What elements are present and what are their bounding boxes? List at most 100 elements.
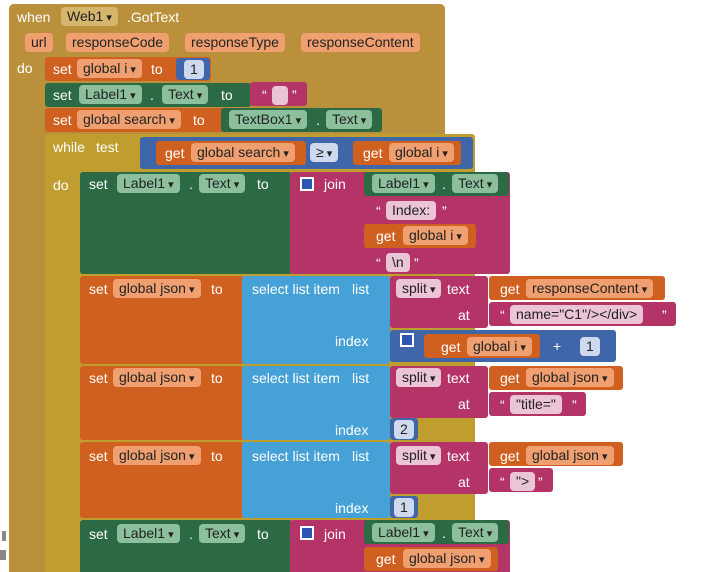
set-keyword: set [53, 61, 72, 77]
clipped-edge-fragment [0, 550, 6, 560]
component-dropdown-label1[interactable]: Label1 [117, 524, 180, 543]
set-keyword: set [89, 448, 108, 464]
var-dropdown-global-search[interactable]: global search [77, 110, 181, 129]
set-label1-text-block-join-2[interactable] [80, 520, 292, 572]
get-keyword: get [165, 145, 185, 161]
select-list-item-label: select list item [252, 370, 340, 386]
text-value-newline[interactable]: \n [386, 253, 410, 272]
get-keyword: get [441, 339, 461, 355]
text-value-title[interactable]: "title=" [510, 395, 562, 414]
to-keyword: to [257, 176, 269, 192]
while-keyword: while [53, 139, 85, 155]
to-keyword: to [221, 87, 233, 103]
var-dropdown-responsecontent[interactable]: responseContent [526, 279, 654, 298]
list-keyword: list [352, 448, 370, 464]
set-keyword: set [53, 112, 72, 128]
close-quote: ” [538, 474, 543, 490]
close-quote: ” [292, 87, 297, 103]
get-keyword: get [363, 145, 383, 161]
component-dropdown-label1[interactable]: Label1 [372, 174, 435, 193]
set-keyword: set [89, 281, 108, 297]
open-quote: “ [500, 474, 505, 490]
plus-operator: + [553, 338, 562, 354]
property-dropdown-text[interactable]: Text [162, 85, 209, 104]
var-dropdown-global-search[interactable]: global search [191, 143, 295, 162]
select-list-item-block-2[interactable] [242, 366, 390, 440]
dot-separator: . [189, 526, 193, 542]
open-quote: “ [500, 307, 505, 323]
text-value-split1[interactable]: name="C1"/></div> [510, 305, 644, 324]
param-responsetype[interactable]: responseType [185, 33, 285, 52]
dot-separator: . [442, 525, 446, 541]
component-dropdown-label1[interactable]: Label1 [372, 523, 435, 542]
compare-operator-dropdown[interactable]: ≥ [310, 143, 339, 162]
join-keyword: join [324, 176, 346, 192]
component-dropdown-label1[interactable]: Label1 [79, 85, 142, 104]
var-dropdown-global-json[interactable]: global json [113, 446, 201, 465]
select-list-item-block-1[interactable] [242, 276, 390, 364]
set-keyword: set [53, 87, 72, 103]
split-dropdown[interactable]: split [396, 279, 442, 298]
select-list-item-label: select list item [252, 281, 340, 297]
var-dropdown-global-json[interactable]: global json [113, 368, 201, 387]
to-keyword: to [211, 370, 223, 386]
to-keyword: to [151, 61, 163, 77]
var-dropdown-global-i[interactable]: global i [389, 143, 454, 162]
dot-separator: . [316, 112, 320, 128]
to-keyword: to [211, 448, 223, 464]
while-do-keyword: do [53, 177, 69, 193]
index-keyword: index [335, 500, 369, 516]
number-value-1[interactable]: 1 [184, 60, 204, 79]
set-label1-text-block-join[interactable] [80, 172, 292, 274]
to-keyword: to [193, 112, 205, 128]
property-dropdown-text[interactable]: Text [199, 174, 246, 193]
select-list-item-block-3[interactable] [242, 442, 390, 518]
text-keyword: text [447, 370, 470, 386]
get-keyword: get [376, 551, 396, 567]
do-keyword: do [17, 60, 33, 76]
get-keyword: get [376, 228, 396, 244]
set-keyword: set [89, 176, 108, 192]
var-dropdown-global-i[interactable]: global i [467, 337, 532, 356]
text-value-gt[interactable]: "> [510, 472, 536, 491]
var-dropdown-global-json[interactable]: global json [526, 368, 614, 387]
var-dropdown-global-json[interactable]: global json [526, 446, 614, 465]
at-keyword: at [458, 307, 470, 323]
get-keyword: get [500, 448, 520, 464]
param-responsecode[interactable]: responseCode [66, 33, 170, 52]
text-value-index-label[interactable]: Index: [386, 201, 437, 220]
number-value-1[interactable]: 1 [580, 337, 600, 356]
number-value-2[interactable]: 2 [394, 420, 414, 439]
var-dropdown-global-i[interactable]: global i [77, 59, 142, 78]
property-dropdown-text[interactable]: Text [326, 110, 373, 129]
mutator-gear-icon[interactable] [300, 177, 314, 191]
component-dropdown-textbox1[interactable]: TextBox1 [229, 110, 308, 129]
text-value-empty[interactable] [272, 86, 288, 105]
split-dropdown[interactable]: split [396, 368, 442, 387]
event-method-label: .GotText [127, 9, 180, 25]
component-dropdown-label1[interactable]: Label1 [117, 174, 180, 193]
property-dropdown-text[interactable]: Text [452, 174, 499, 193]
mutator-gear-icon[interactable] [300, 526, 314, 540]
var-dropdown-global-json[interactable]: global json [113, 279, 201, 298]
split-dropdown[interactable]: split [396, 446, 442, 465]
param-responsecontent[interactable]: responseContent [301, 33, 420, 52]
clipped-edge-fragment [2, 531, 6, 541]
close-quote: ” [662, 307, 667, 323]
at-keyword: at [458, 396, 470, 412]
get-keyword: get [500, 370, 520, 386]
dot-separator: . [150, 87, 154, 103]
dot-separator: . [189, 176, 193, 192]
select-list-item-label: select list item [252, 448, 340, 464]
component-dropdown-web1[interactable]: Web1 [61, 7, 118, 26]
var-dropdown-global-json[interactable]: global json [403, 549, 491, 568]
mutator-gear-icon[interactable] [400, 333, 414, 347]
param-url[interactable]: url [25, 33, 53, 52]
list-keyword: list [352, 370, 370, 386]
to-keyword: to [257, 526, 269, 542]
property-dropdown-text[interactable]: Text [199, 524, 246, 543]
property-dropdown-text[interactable]: Text [452, 523, 499, 542]
open-quote: “ [500, 397, 505, 413]
var-dropdown-global-i[interactable]: global i [403, 226, 468, 245]
number-value-1b[interactable]: 1 [394, 498, 414, 517]
